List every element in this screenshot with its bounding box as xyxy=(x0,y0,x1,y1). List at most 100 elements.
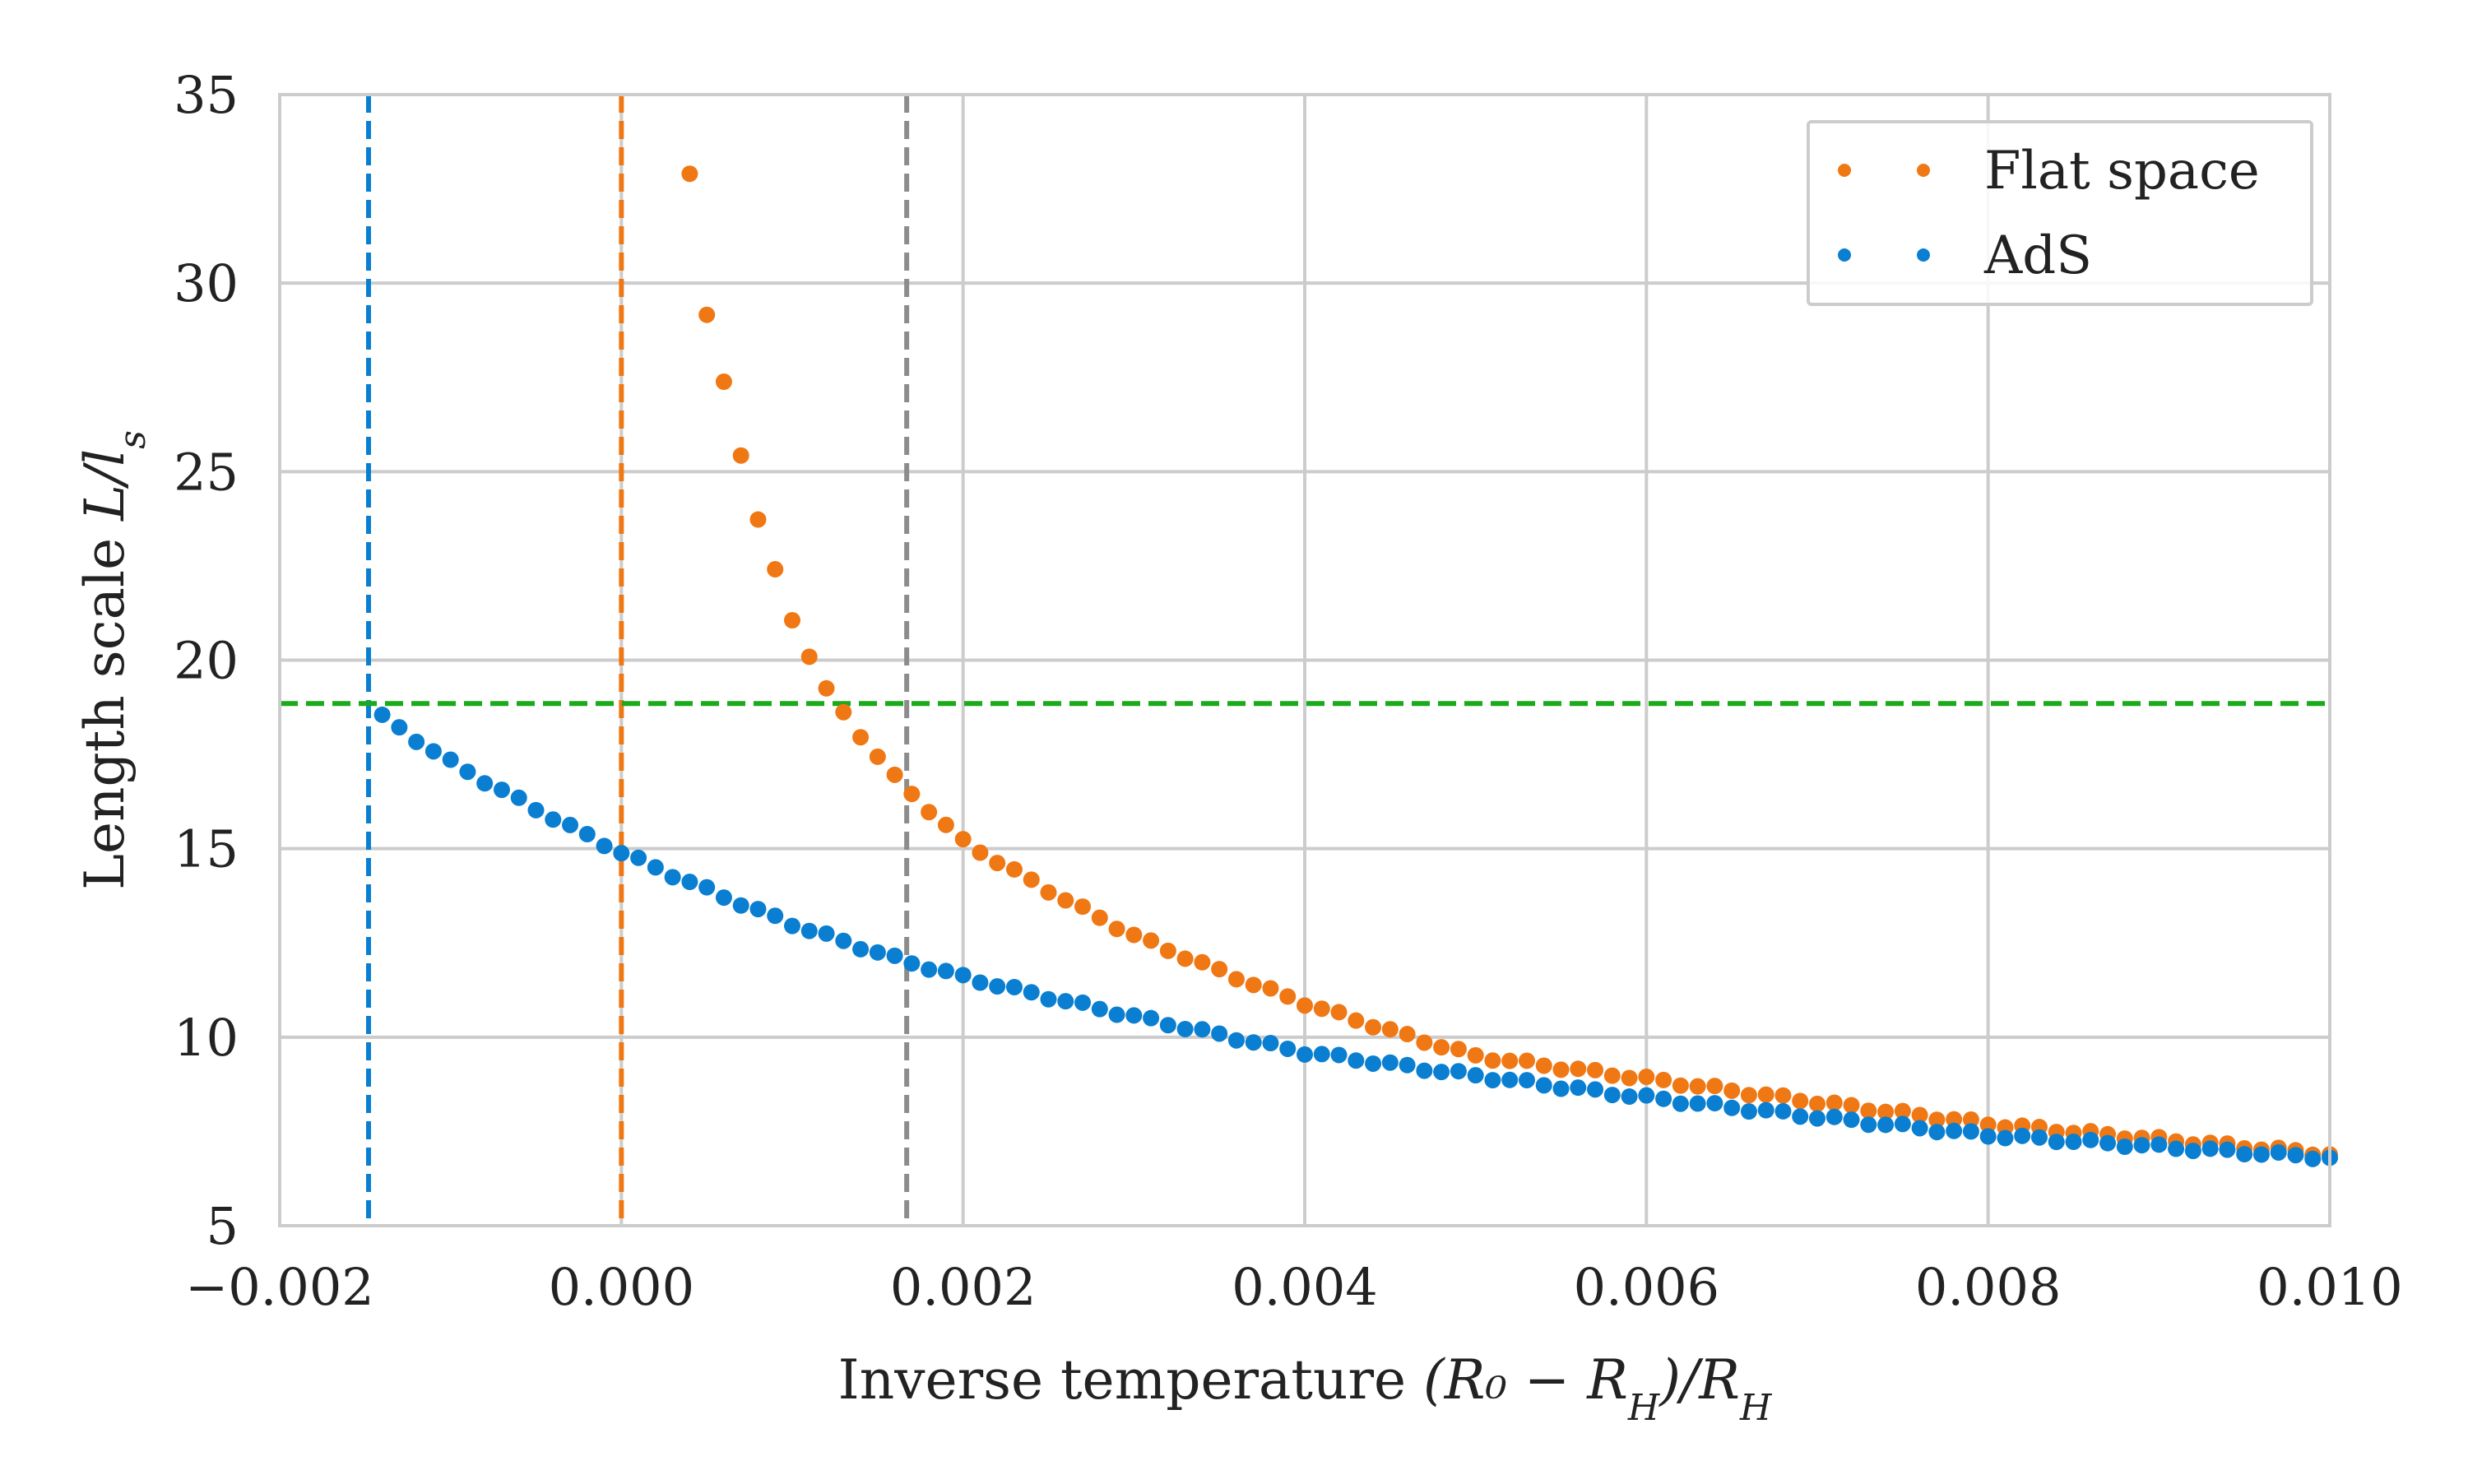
ads-point xyxy=(1894,1115,1911,1133)
ads-point xyxy=(1946,1122,1963,1139)
ads-point xyxy=(1091,1000,1108,1018)
x-tick-label: 0.010 xyxy=(2257,1257,2403,1317)
ads-point xyxy=(1877,1116,1895,1134)
flat-space-point xyxy=(1211,961,1228,978)
flat-space-point xyxy=(1621,1069,1638,1087)
y-axis-label: Length scale L/ls xyxy=(73,430,154,890)
ads-point xyxy=(1279,1040,1297,1057)
flat-space-point xyxy=(1587,1061,1604,1078)
flat-space-point xyxy=(1689,1078,1706,1095)
ads-point xyxy=(578,826,596,843)
ads-point xyxy=(1723,1099,1741,1116)
ads-point xyxy=(1792,1108,1809,1125)
legend-box xyxy=(1807,120,2313,306)
ads-point xyxy=(1825,1108,1843,1125)
x-tick-label: −0.002 xyxy=(185,1257,373,1317)
ads-point xyxy=(2099,1134,2117,1152)
ads-point xyxy=(1143,1009,1160,1027)
ads-point xyxy=(1979,1128,1997,1145)
flat-space-point xyxy=(715,373,732,391)
flat-space-point xyxy=(1979,1116,1997,1134)
x-tick-label: 0.000 xyxy=(549,1257,695,1317)
ads-point xyxy=(1911,1120,1928,1137)
ads-point xyxy=(989,978,1006,995)
ads-point xyxy=(835,932,852,949)
ads-point xyxy=(630,849,647,866)
ads-point xyxy=(476,775,494,792)
legend-flat-marker xyxy=(1838,164,1851,177)
ads-point xyxy=(459,763,476,781)
ads-point xyxy=(2184,1143,2201,1160)
flat-space-point xyxy=(784,612,800,629)
reference-lines xyxy=(280,95,2330,1226)
ads-point xyxy=(954,967,972,984)
legend-ads-marker xyxy=(1838,248,1851,262)
legend-flat-marker xyxy=(1917,164,1930,177)
flat-space-point xyxy=(1091,909,1108,926)
ads-point xyxy=(1552,1080,1570,1097)
flat-space-point xyxy=(1313,1000,1330,1018)
flat-space-point xyxy=(1399,1026,1416,1043)
flat-space-point xyxy=(1023,871,1040,888)
flat-space-point xyxy=(698,306,716,323)
ads-point xyxy=(1108,1006,1125,1023)
ads-point xyxy=(2287,1147,2304,1164)
ads-point xyxy=(1125,1007,1143,1024)
ads-point xyxy=(1603,1087,1621,1104)
ads-point xyxy=(2116,1139,2133,1156)
ads-point xyxy=(1740,1103,1757,1120)
flat-space-point xyxy=(818,679,835,697)
flat-space-point xyxy=(1792,1092,1809,1110)
flat-space-point xyxy=(1450,1041,1467,1058)
ads-point xyxy=(1297,1046,1313,1063)
ads-point xyxy=(2304,1150,2322,1167)
x-tick-label: 0.006 xyxy=(1574,1257,1720,1317)
ads-point xyxy=(2133,1137,2150,1154)
flat-space-point xyxy=(1433,1039,1450,1056)
ads-point xyxy=(1484,1072,1501,1089)
ads-point xyxy=(408,733,425,750)
ads-point xyxy=(749,901,767,918)
flat-space-point xyxy=(1125,926,1143,944)
flat-space-point xyxy=(1262,980,1279,997)
x-axis-label-mid: )/R xyxy=(1658,1348,1740,1412)
flat-space-point xyxy=(1860,1102,1877,1120)
ads-point xyxy=(1860,1116,1877,1134)
ads-point xyxy=(1843,1111,1860,1129)
flat-space-point xyxy=(1928,1111,1946,1129)
x-axis-label-math: (R₀ − R xyxy=(1423,1348,1628,1412)
ads-point xyxy=(527,801,545,819)
ads-point xyxy=(1672,1095,1689,1112)
ads-point xyxy=(1365,1055,1382,1072)
ads-point xyxy=(732,897,749,914)
ads-point xyxy=(903,955,921,972)
ads-point xyxy=(767,907,784,925)
flat-space-point xyxy=(732,447,749,464)
flat-space-point xyxy=(1723,1082,1741,1099)
ads-point xyxy=(2150,1136,2168,1153)
flat-space-point xyxy=(1279,988,1297,1005)
flat-space-point xyxy=(886,766,903,783)
flat-space-point xyxy=(1740,1087,1757,1104)
flat-space-point xyxy=(800,648,818,665)
ads-point xyxy=(1313,1046,1330,1063)
ads-point xyxy=(1348,1052,1365,1069)
ads-point xyxy=(715,889,732,907)
plot-frame xyxy=(278,93,2331,1227)
flat-space-point xyxy=(1962,1111,1979,1129)
ads-point xyxy=(1809,1110,1825,1127)
flat-space-point xyxy=(921,804,938,821)
ads-point xyxy=(1159,1017,1176,1034)
ads-point xyxy=(972,974,989,991)
flat-space-point xyxy=(1570,1060,1587,1078)
flat-space-point xyxy=(1245,976,1262,994)
y-axis-label-math: L/l xyxy=(73,449,137,522)
x-axis-label: Inverse temperature (R₀ − RH)/RH xyxy=(838,1348,1773,1429)
flat-space-point xyxy=(1518,1052,1535,1069)
legend: Flat space AdS xyxy=(1807,120,2313,306)
x-axis-label-sub2: H xyxy=(1739,1387,1773,1429)
y-tick-label: 35 xyxy=(174,65,239,125)
ads-point xyxy=(442,751,459,768)
ads-point xyxy=(2236,1146,2253,1163)
flat-space-point xyxy=(1638,1069,1655,1086)
